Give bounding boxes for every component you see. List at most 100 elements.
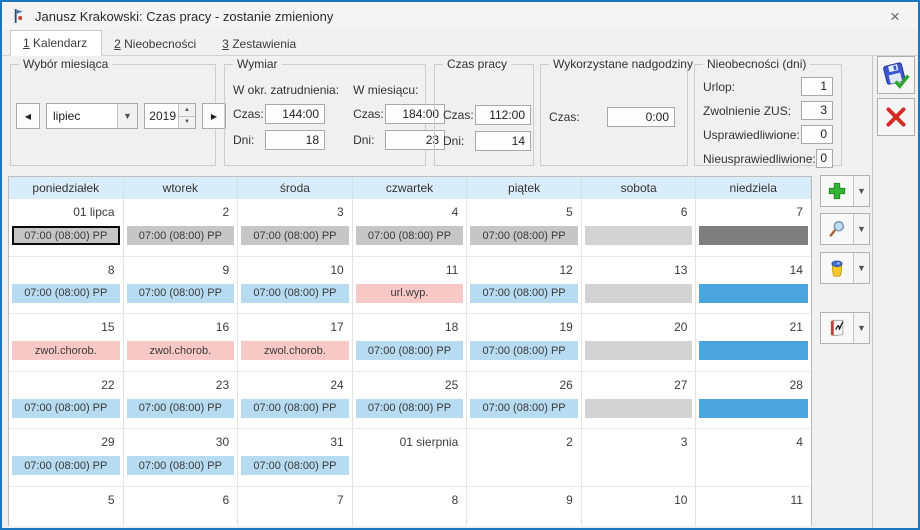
- entry-chip[interactable]: [699, 283, 808, 303]
- date-label: 5: [107, 492, 115, 507]
- day-cell[interactable]: 7: [696, 199, 811, 257]
- work-plan-button[interactable]: ▼: [820, 312, 870, 344]
- day-cell[interactable]: 21: [696, 314, 811, 372]
- tab-zestawienia[interactable]: 3 Zestawienia: [222, 37, 297, 51]
- month-select[interactable]: lipiec ▼: [46, 103, 138, 129]
- day-cell[interactable]: 11: [696, 486, 811, 526]
- day-cell[interactable]: 9 07:00 (08:00) PP: [123, 256, 239, 314]
- day-cell[interactable]: 01 sierpnia: [352, 429, 468, 487]
- entry-chip[interactable]: 07:00 (08:00) PP: [126, 456, 235, 475]
- entry-chip[interactable]: [699, 226, 808, 245]
- entry-chip[interactable]: url.wyp.: [355, 283, 464, 303]
- entry-chip[interactable]: [699, 398, 808, 418]
- entry-chip[interactable]: zwol.chorob.: [12, 341, 120, 360]
- entry-chip[interactable]: 07:00 (08:00) PP: [355, 226, 464, 245]
- day-cell[interactable]: 10 07:00 (08:00) PP: [238, 256, 353, 314]
- entry-chip[interactable]: 07:00 (08:00) PP: [126, 283, 235, 303]
- spin-up-icon[interactable]: ▲: [179, 104, 195, 117]
- close-icon[interactable]: ×: [890, 7, 900, 26]
- entry-chip[interactable]: 07:00 (08:00) PP: [12, 226, 120, 245]
- chevron-down-icon[interactable]: ▼: [853, 214, 869, 244]
- delete-entry-button[interactable]: ▼: [820, 252, 870, 284]
- day-cell[interactable]: 6: [581, 199, 697, 257]
- day-cell[interactable]: 8: [352, 486, 468, 526]
- day-cell[interactable]: 26 07:00 (08:00) PP: [467, 371, 582, 429]
- day-cell[interactable]: 6: [123, 486, 239, 526]
- zwolnienie-zus-field: 3: [801, 101, 833, 120]
- day-cell[interactable]: 18 07:00 (08:00) PP: [352, 314, 468, 372]
- day-cell[interactable]: 19 07:00 (08:00) PP: [467, 314, 582, 372]
- entry-chip[interactable]: 07:00 (08:00) PP: [241, 456, 349, 475]
- spin-down-icon[interactable]: ▼: [179, 116, 195, 128]
- day-cell[interactable]: 4 07:00 (08:00) PP: [352, 199, 468, 257]
- day-cell[interactable]: 4: [696, 429, 811, 487]
- chevron-down-icon[interactable]: ▼: [853, 176, 869, 206]
- day-cell[interactable]: 20: [581, 314, 697, 372]
- year-spinner[interactable]: 2019 ▲ ▼: [144, 103, 196, 129]
- day-cell[interactable]: 2: [467, 429, 582, 487]
- day-cell[interactable]: 30 07:00 (08:00) PP: [123, 429, 239, 487]
- year-value: 2019: [149, 109, 176, 123]
- entry-chip[interactable]: 07:00 (08:00) PP: [355, 398, 464, 418]
- entry-chip[interactable]: 07:00 (08:00) PP: [355, 341, 464, 360]
- entry-chip[interactable]: 07:00 (08:00) PP: [241, 398, 349, 418]
- day-cell[interactable]: 15 zwol.chorob.: [9, 314, 124, 372]
- day-cell[interactable]: 5: [9, 486, 124, 526]
- entry-chip[interactable]: 07:00 (08:00) PP: [126, 226, 235, 245]
- preview-entry-button[interactable]: ▼: [820, 213, 870, 245]
- entry-chip[interactable]: 07:00 (08:00) PP: [241, 226, 349, 245]
- day-cell[interactable]: 17 zwol.chorob.: [238, 314, 353, 372]
- chevron-down-icon[interactable]: ▼: [853, 313, 869, 343]
- entry-chip[interactable]: [584, 398, 693, 418]
- entry-chip[interactable]: 07:00 (08:00) PP: [12, 283, 120, 303]
- day-cell[interactable]: 3: [581, 429, 697, 487]
- next-month-button[interactable]: ▶: [202, 103, 226, 129]
- save-button[interactable]: [877, 56, 915, 94]
- day-cell[interactable]: 25 07:00 (08:00) PP: [352, 371, 468, 429]
- day-cell[interactable]: 22 07:00 (08:00) PP: [9, 371, 124, 429]
- day-cell[interactable]: 01 lipca 07:00 (08:00) PP: [9, 199, 124, 257]
- date-label: 9: [222, 262, 230, 277]
- tab-kalendarz[interactable]: 1 Kalendarz: [10, 30, 103, 56]
- entry-chip[interactable]: [584, 341, 693, 360]
- cancel-button[interactable]: [877, 98, 915, 136]
- day-cell[interactable]: 31 07:00 (08:00) PP: [238, 429, 353, 487]
- entry-chip[interactable]: [584, 226, 693, 245]
- day-cell[interactable]: 29 07:00 (08:00) PP: [9, 429, 124, 487]
- entry-chip[interactable]: zwol.chorob.: [241, 341, 349, 360]
- entry-chip[interactable]: [584, 283, 693, 303]
- tab-nieobecnosci[interactable]: 2 Nieobecności: [114, 37, 197, 51]
- entry-chip[interactable]: [699, 341, 808, 360]
- day-cell[interactable]: 12 07:00 (08:00) PP: [467, 256, 582, 314]
- day-cell[interactable]: 14: [696, 256, 811, 314]
- day-cell[interactable]: 2 07:00 (08:00) PP: [123, 199, 239, 257]
- day-cell[interactable]: 9: [467, 486, 582, 526]
- entry-chip[interactable]: 07:00 (08:00) PP: [470, 341, 578, 360]
- day-cell[interactable]: 7: [238, 486, 353, 526]
- day-cell[interactable]: 28: [696, 371, 811, 429]
- day-cell[interactable]: 13: [581, 256, 697, 314]
- day-cell[interactable]: 5 07:00 (08:00) PP: [467, 199, 582, 257]
- day-header: wtorek: [123, 177, 239, 199]
- entry-chip[interactable]: 07:00 (08:00) PP: [470, 398, 578, 418]
- day-cell[interactable]: 27: [581, 371, 697, 429]
- prev-month-button[interactable]: ◀: [16, 103, 40, 129]
- add-entry-button[interactable]: ▼: [820, 175, 870, 207]
- entry-chip[interactable]: 07:00 (08:00) PP: [241, 283, 349, 303]
- entry-chip[interactable]: 07:00 (08:00) PP: [126, 398, 235, 418]
- day-cell[interactable]: 8 07:00 (08:00) PP: [9, 256, 124, 314]
- entry-chip[interactable]: 07:00 (08:00) PP: [12, 398, 120, 418]
- chevron-down-icon[interactable]: ▼: [853, 253, 869, 283]
- entry-chip[interactable]: 07:00 (08:00) PP: [470, 283, 578, 303]
- day-cell[interactable]: 10: [581, 486, 697, 526]
- day-cell[interactable]: 16 zwol.chorob.: [123, 314, 239, 372]
- chevron-down-icon[interactable]: ▼: [117, 104, 137, 128]
- day-cell[interactable]: 24 07:00 (08:00) PP: [238, 371, 353, 429]
- day-cell[interactable]: 11 url.wyp.: [352, 256, 468, 314]
- entry-chip[interactable]: 07:00 (08:00) PP: [470, 226, 578, 245]
- entry-chip[interactable]: zwol.chorob.: [126, 341, 235, 360]
- day-cell[interactable]: 3 07:00 (08:00) PP: [238, 199, 353, 257]
- date-label: 9: [566, 492, 573, 507]
- day-cell[interactable]: 23 07:00 (08:00) PP: [123, 371, 239, 429]
- entry-chip[interactable]: 07:00 (08:00) PP: [12, 456, 120, 475]
